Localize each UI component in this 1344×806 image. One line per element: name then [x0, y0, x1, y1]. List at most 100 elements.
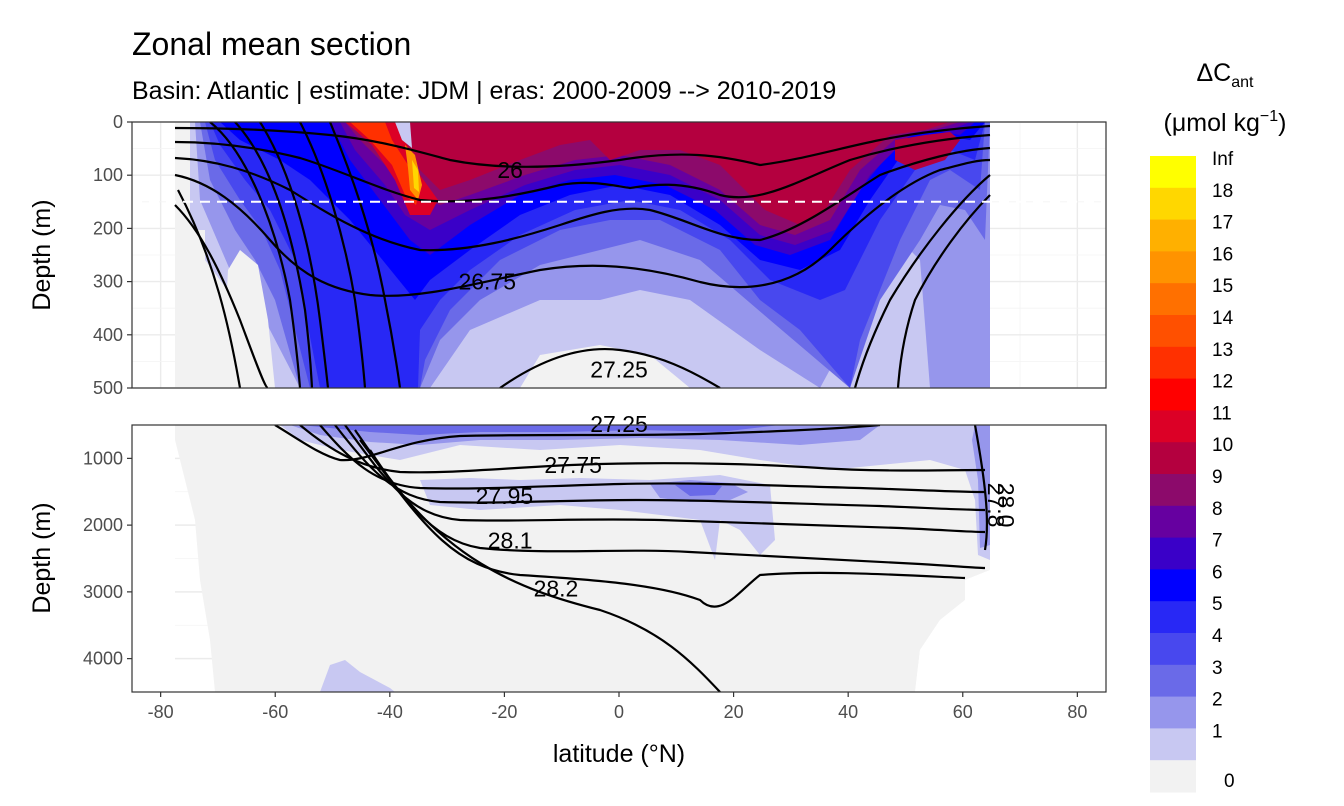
isopycnal-line-bottom	[344, 425, 986, 534]
isopycnal-line-top	[896, 194, 991, 388]
legend-label: 12	[1212, 372, 1233, 393]
bottom-panel: 27.25 27.75 27.95 28.128.2 27.828.0 1000 2000…	[28, 411, 1107, 693]
x-tick-label: 40	[838, 702, 858, 722]
x-axis-ticks: -80 -60 -40 -20 0 20 40 60 80	[148, 692, 1087, 722]
legend: ΔCant (μmol kg−1) Inf1817161514131211109…	[1150, 59, 1286, 793]
legend-label: 16	[1212, 244, 1233, 265]
legend-swatch	[1150, 633, 1196, 666]
contour-label: 28.0	[993, 483, 1019, 528]
top-field-right-red	[895, 132, 960, 170]
y-tick-label-top: 100	[93, 165, 123, 185]
legend-label: 17	[1212, 213, 1233, 234]
bottom-field-base-gray	[175, 425, 990, 692]
isopycnal-line-top	[328, 122, 402, 388]
isopycnal-line-top	[499, 348, 721, 388]
legend-swatch	[1150, 410, 1196, 443]
isopycnal-line-top	[299, 122, 367, 388]
top-panel: 26 26.75 27.25 0 100 200 300 400 500 Depth (m)	[28, 112, 1107, 398]
bottom-field-floor-left	[132, 425, 175, 692]
legend-swatch	[1150, 283, 1196, 316]
legend-swatch	[1150, 219, 1196, 252]
y-tick-label-bottom: 2000	[83, 515, 123, 535]
legend-label: 1	[1212, 721, 1223, 742]
x-tick-label: 80	[1067, 702, 1087, 722]
legend-swatch	[1150, 187, 1196, 221]
top-field-ocean-floor	[990, 122, 1106, 388]
bottom-y-ticks: 1000 2000 3000 4000	[83, 448, 132, 669]
top-panel-field	[174, 122, 1106, 388]
bottom-field-bottom-patch	[320, 660, 395, 692]
top-field-deep-gray-tongue	[225, 250, 275, 388]
legend-swatch	[1150, 442, 1196, 475]
legend-swatch	[1150, 474, 1196, 507]
legend-label: 18	[1212, 181, 1233, 202]
legend-label: 8	[1212, 499, 1223, 520]
isopycnal-line-bottom	[369, 449, 721, 692]
chart-title: Zonal mean section	[132, 26, 411, 62]
x-tick-label: 60	[953, 702, 973, 722]
isopycnal-line-bottom	[274, 425, 881, 462]
y-tick-label-top: 200	[93, 218, 123, 238]
legend-unit-open: (μmol kg	[1164, 109, 1260, 137]
top-contours	[174, 122, 991, 388]
x-tick-label: 20	[724, 702, 744, 722]
legend-unit-exp: −1	[1260, 108, 1278, 125]
legend-label: 10	[1212, 435, 1233, 456]
isopycnal-line-top	[174, 133, 991, 203]
top-contour-labels: 26 26.75 27.25	[458, 157, 647, 383]
isopycnal-line-bottom	[359, 439, 966, 608]
isopycnal-line-top	[853, 174, 991, 388]
legend-title: ΔCant	[1196, 59, 1254, 91]
top-y-ticks: 0 100 200 300 400 500	[93, 112, 132, 398]
isopycnal-line-top	[174, 124, 991, 168]
contour-label: 27.25	[590, 411, 648, 437]
legend-swatch	[1150, 156, 1196, 189]
x-tick-label: 0	[614, 702, 624, 722]
legend-swatch	[1150, 537, 1196, 570]
bottom-contours	[274, 425, 989, 692]
contour-label: 27.8	[983, 483, 1009, 528]
bottom-field-right-edge	[972, 425, 990, 548]
legend-swatch	[1150, 728, 1196, 761]
bottom-field-level-1	[280, 425, 990, 560]
top-field-level-12	[350, 122, 420, 205]
isopycnal-line-top	[174, 146, 991, 252]
top-field-pale-patch	[395, 122, 412, 148]
bottom-field-blob-3	[675, 482, 722, 496]
legend-label: 0	[1224, 771, 1235, 792]
legend-swatch	[1150, 696, 1196, 729]
legend-label: 11	[1212, 403, 1232, 424]
x-tick-label: -40	[377, 702, 403, 722]
legend-label: 3	[1212, 658, 1223, 679]
legend-swatch	[1150, 378, 1196, 411]
x-tick-label: -80	[148, 702, 174, 722]
top-field-level-14	[412, 160, 419, 192]
y-tick-label-bottom: 1000	[83, 448, 123, 468]
legend-title-sub: ant	[1231, 74, 1254, 91]
legend-label: 7	[1212, 531, 1223, 552]
legend-unit: (μmol kg−1)	[1164, 108, 1287, 137]
y-tick-label-top: 0	[113, 112, 123, 132]
bottom-field-floor-right	[915, 425, 1106, 692]
y-tick-label-bottom: 3000	[83, 582, 123, 602]
bottom-panel-field	[132, 425, 1106, 692]
contour-label: 26	[497, 157, 523, 183]
isopycnal-line-top	[174, 204, 270, 388]
bottom-y-axis-label: Depth (m)	[28, 502, 56, 613]
contour-label: 28.1	[488, 527, 533, 553]
y-tick-label-top: 500	[93, 378, 123, 398]
legend-label: 6	[1212, 562, 1223, 583]
chart-subtitle: Basin: Atlantic | estimate: JDM | eras: …	[132, 77, 836, 105]
y-tick-label-top: 400	[93, 325, 123, 345]
contour-label: 27.25	[590, 356, 648, 382]
legend-unit-close: )	[1278, 109, 1286, 137]
legend-title-main: ΔC	[1196, 59, 1231, 87]
contour-label: 26.75	[458, 269, 516, 295]
legend-label: 13	[1212, 340, 1233, 361]
y-tick-label-bottom: 4000	[83, 649, 123, 669]
legend-swatch	[1150, 760, 1196, 793]
isopycnal-line-top	[234, 122, 314, 388]
isopycnal-line-bottom	[334, 425, 986, 512]
